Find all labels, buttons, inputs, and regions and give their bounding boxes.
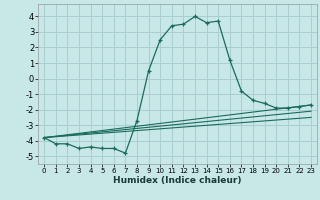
X-axis label: Humidex (Indice chaleur): Humidex (Indice chaleur) — [113, 176, 242, 185]
